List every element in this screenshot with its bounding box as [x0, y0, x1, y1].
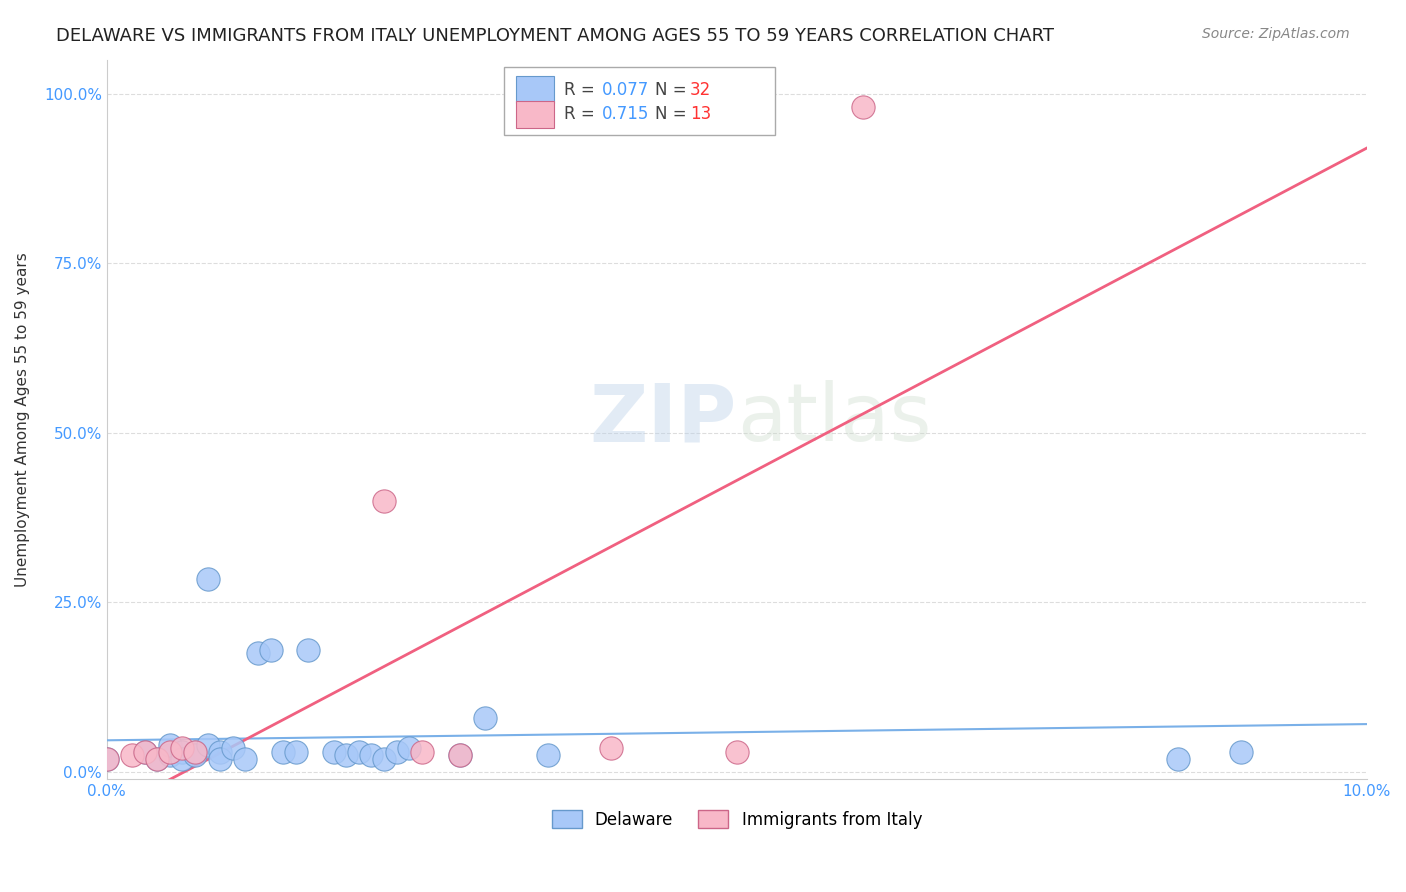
Point [172, 751, 194, 765]
Point [725, 745, 748, 759]
Point [159, 745, 181, 759]
Point [146, 751, 169, 765]
Text: 13: 13 [690, 105, 711, 123]
Point [537, 748, 560, 763]
Point [197, 572, 219, 586]
Text: atlas: atlas [737, 380, 931, 458]
Point [385, 745, 408, 759]
Point [1230, 745, 1253, 759]
Point [209, 751, 232, 765]
Point [271, 745, 294, 759]
Point [197, 738, 219, 752]
Point [222, 741, 245, 756]
Text: R =: R = [564, 81, 600, 99]
Point [474, 711, 496, 725]
Text: Source: ZipAtlas.com: Source: ZipAtlas.com [1202, 27, 1350, 41]
Point [297, 643, 319, 657]
Point [322, 745, 344, 759]
Point [134, 745, 156, 759]
FancyBboxPatch shape [503, 67, 775, 135]
Y-axis label: Unemployment Among Ages 55 to 59 years: Unemployment Among Ages 55 to 59 years [15, 252, 30, 587]
Point [259, 643, 281, 657]
Point [347, 745, 370, 759]
Point [360, 748, 382, 763]
Text: 32: 32 [690, 81, 711, 99]
Point [172, 745, 194, 759]
Point [335, 748, 357, 763]
Text: DELAWARE VS IMMIGRANTS FROM ITALY UNEMPLOYMENT AMONG AGES 55 TO 59 YEARS CORRELA: DELAWARE VS IMMIGRANTS FROM ITALY UNEMPL… [56, 27, 1054, 45]
Text: N =: N = [655, 105, 692, 123]
Text: ZIP: ZIP [589, 380, 737, 458]
Point [209, 745, 232, 759]
Point [449, 748, 471, 763]
FancyBboxPatch shape [516, 76, 554, 103]
Point [121, 748, 143, 763]
Point [246, 646, 269, 660]
Point [96, 751, 118, 765]
Point [184, 748, 207, 763]
Point [96, 751, 118, 765]
Point [172, 741, 194, 756]
Point [398, 741, 420, 756]
Text: N =: N = [655, 81, 692, 99]
Point [159, 738, 181, 752]
Point [373, 493, 395, 508]
Point [134, 745, 156, 759]
Text: 0.715: 0.715 [602, 105, 650, 123]
Text: 0.077: 0.077 [602, 81, 650, 99]
Point [852, 100, 875, 114]
Point [284, 745, 307, 759]
Text: R =: R = [564, 105, 600, 123]
Point [235, 751, 257, 765]
Point [146, 751, 169, 765]
Point [373, 751, 395, 765]
Point [411, 745, 433, 759]
Legend: Delaware, Immigrants from Italy: Delaware, Immigrants from Italy [546, 804, 929, 835]
Point [184, 745, 207, 759]
Point [184, 745, 207, 759]
Point [449, 748, 471, 763]
FancyBboxPatch shape [516, 101, 554, 128]
Point [599, 741, 621, 756]
Point [1167, 751, 1189, 765]
Point [159, 748, 181, 763]
